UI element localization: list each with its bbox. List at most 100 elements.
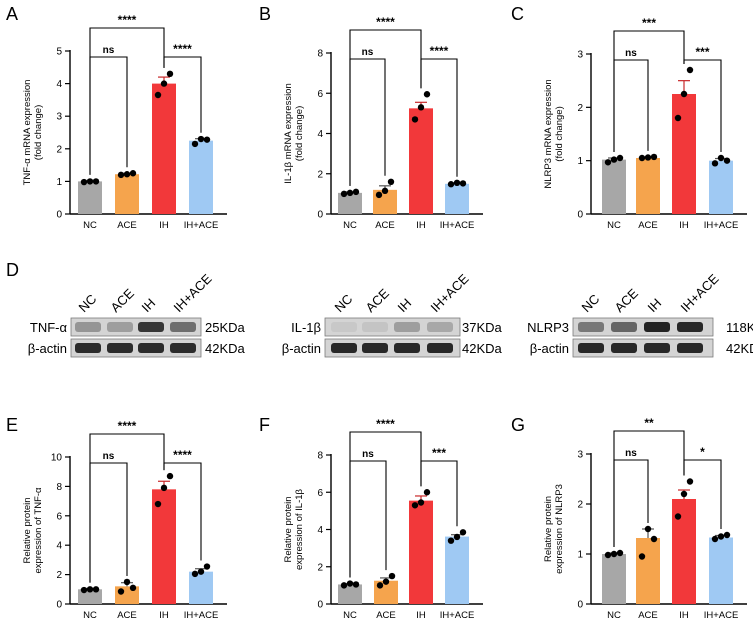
data-point — [381, 187, 389, 195]
significance-label: **** — [118, 13, 137, 27]
blot-target-kda: 118KDa — [726, 320, 753, 335]
bar-ih — [409, 500, 433, 604]
y-axis-label-line: expression of NLRP3 — [554, 484, 565, 574]
y-tick-label: 1 — [56, 177, 62, 188]
panel-letter: G — [511, 415, 525, 435]
significance-bracket — [683, 59, 722, 152]
chart-panel-g: G 0 1 2 3 Relative proteinexpression of NLRP3… — [511, 415, 747, 621]
gel-band — [331, 343, 357, 353]
significance-label: **** — [173, 42, 192, 56]
bar-ih-plus-ace — [445, 536, 469, 604]
y-tick-label: 4 — [56, 79, 62, 90]
significance-bracket — [349, 58, 386, 186]
data-point — [447, 181, 455, 188]
western-blot-panel: NC ACE IH IH+ACE IL-1β β-actin 37KDa 42KDa — [282, 271, 503, 358]
x-tick-label: NC — [83, 610, 97, 621]
panel-letter: A — [6, 4, 18, 24]
y-axis-label-line: TNF-α mRNA expression — [22, 80, 33, 186]
data-point — [610, 156, 618, 163]
chart-panel-a: A 0 1 2 3 4 5 TNF-α mRNA expression(fold change… — [6, 4, 227, 231]
gel-band — [394, 343, 420, 353]
x-tick-label: IH+ACE — [184, 610, 219, 621]
y-tick-label: 2 — [577, 500, 583, 511]
data-point — [129, 170, 137, 177]
x-tick-label: IH — [416, 220, 426, 231]
blot-target-label: IL-1β — [291, 320, 321, 335]
x-tick-label: IH+ACE — [440, 610, 475, 621]
gel-band — [170, 322, 196, 332]
x-tick-label: IH — [159, 220, 169, 231]
y-tick-label: 5 — [56, 47, 62, 58]
lane-label: IH — [395, 295, 415, 315]
gel-band — [611, 343, 637, 353]
bar-ace — [636, 538, 660, 604]
significance-bracket — [89, 462, 128, 583]
data-point — [166, 472, 174, 480]
chart-panel-b: B 0 2 4 6 8 IL-1β mRNA expression(fold change)… — [259, 4, 483, 231]
data-point — [459, 180, 467, 187]
gel-band — [427, 322, 453, 332]
blot-target-label: TNF-α — [30, 320, 68, 335]
gel-band — [75, 343, 101, 353]
lane-label: NC — [76, 291, 100, 315]
gel-strip-loading — [572, 338, 714, 358]
x-tick-label: NC — [343, 220, 357, 231]
lane-label: NC — [332, 291, 356, 315]
gel-band — [107, 343, 133, 353]
data-point — [417, 104, 425, 111]
y-axis-label-line: NLRP3 mRNA expression — [543, 79, 554, 188]
y-tick-label: 4 — [56, 541, 62, 552]
y-axis-label-line: expression of IL-1β — [294, 488, 305, 570]
data-point — [411, 502, 419, 509]
y-tick-label: 2 — [56, 570, 62, 581]
x-tick-label: IH+ACE — [184, 220, 219, 231]
data-point — [604, 159, 612, 166]
data-point — [197, 135, 205, 143]
x-tick-label: ACE — [375, 220, 395, 231]
panel-letter: D — [6, 260, 19, 280]
y-axis-label: TNF-α mRNA expression(fold change) — [22, 80, 44, 186]
lane-label: ACE — [612, 285, 642, 315]
significance-bracket — [683, 459, 722, 529]
lane-label: ACE — [363, 285, 393, 315]
x-tick-label: IH — [159, 610, 169, 621]
x-tick-label: NC — [83, 220, 97, 231]
data-point — [644, 154, 652, 161]
data-point — [352, 581, 360, 588]
x-tick-label: ACE — [117, 610, 137, 621]
significance-bracket — [89, 56, 128, 175]
x-tick-label: ACE — [376, 610, 396, 621]
gel-band — [427, 343, 453, 353]
bar-nc — [338, 192, 362, 214]
data-point — [129, 584, 137, 592]
gel-band — [644, 343, 670, 353]
y-tick-label: 3 — [56, 112, 62, 123]
y-tick-label: 2 — [577, 103, 583, 114]
gel-strip-target — [572, 317, 714, 337]
y-tick-label: 4 — [317, 129, 323, 140]
gel-strip-loading — [70, 338, 202, 358]
significance-label: ** — [644, 416, 654, 430]
significance-label: *** — [432, 446, 446, 460]
y-tick-label: 0 — [56, 600, 62, 611]
data-point — [711, 160, 719, 167]
data-point — [382, 578, 390, 585]
data-point — [388, 572, 396, 580]
y-tick-label: 8 — [317, 49, 323, 60]
y-axis-label: Relative proteinexpression of IL-1β — [283, 488, 305, 570]
y-axis-label-line: Relative protein — [283, 496, 294, 562]
data-point — [123, 578, 131, 586]
y-tick-label: 0 — [317, 210, 323, 221]
data-point — [346, 580, 354, 587]
y-tick-label: 3 — [577, 50, 583, 61]
data-point — [154, 91, 162, 99]
x-tick-label: IH — [679, 610, 689, 621]
significance-bracket — [163, 462, 202, 561]
western-blot-panel: D NC ACE IH IH+ACE TNF-α β-actin 25KDa 42KDa — [6, 260, 246, 358]
bar-ih-plus-ace — [189, 571, 213, 604]
data-point — [604, 551, 612, 559]
bar-nc — [602, 554, 626, 604]
chart-panel-e: E 0 2 4 6 8 10 Relative proteinexpression of TN… — [6, 415, 227, 621]
data-point — [117, 171, 125, 179]
